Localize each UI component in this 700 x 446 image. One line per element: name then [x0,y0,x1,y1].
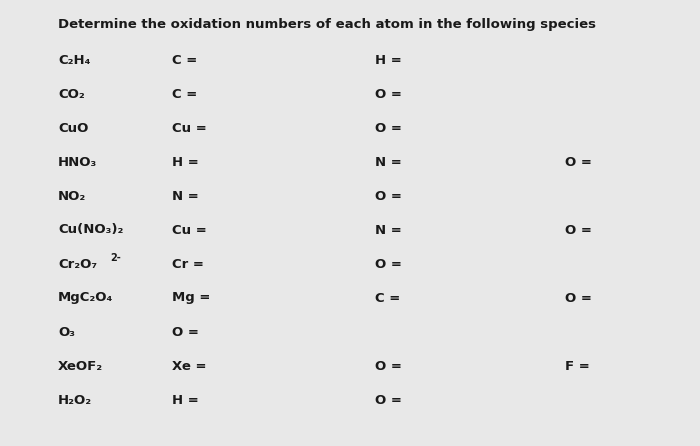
Text: HNO₃: HNO₃ [58,156,97,169]
Text: XeOF₂: XeOF₂ [58,359,103,372]
Text: O =: O = [375,121,402,135]
Text: F =: F = [565,359,589,372]
Text: Cu(NO₃)₂: Cu(NO₃)₂ [58,223,123,236]
Text: CuO: CuO [58,121,88,135]
Text: H =: H = [172,393,199,406]
Text: O =: O = [565,156,592,169]
Text: 2-: 2- [110,253,120,263]
Text: Determine the oxidation numbers of each atom in the following species: Determine the oxidation numbers of each … [58,18,596,31]
Text: O =: O = [565,223,592,236]
Text: O =: O = [375,359,402,372]
Text: O =: O = [375,393,402,406]
Text: N =: N = [375,223,402,236]
Text: O =: O = [375,87,402,100]
Text: H =: H = [172,156,199,169]
Text: C =: C = [375,292,400,305]
Text: NO₂: NO₂ [58,190,86,202]
Text: O =: O = [375,190,402,202]
Text: O₃: O₃ [58,326,75,339]
Text: Mg =: Mg = [172,292,211,305]
Text: Cu =: Cu = [172,121,206,135]
Text: C =: C = [172,87,197,100]
Text: Cr₂O₇: Cr₂O₇ [58,257,97,271]
Text: C =: C = [172,54,197,66]
Text: H₂O₂: H₂O₂ [58,393,92,406]
Text: CO₂: CO₂ [58,87,85,100]
Text: Cu =: Cu = [172,223,206,236]
Text: Xe =: Xe = [172,359,206,372]
Text: MgC₂O₄: MgC₂O₄ [58,292,113,305]
Text: O =: O = [172,326,199,339]
Text: O =: O = [375,257,402,271]
Text: Cr =: Cr = [172,257,204,271]
Text: H =: H = [375,54,402,66]
Text: C₂H₄: C₂H₄ [58,54,90,66]
Text: O =: O = [565,292,592,305]
Text: N =: N = [172,190,199,202]
Text: N =: N = [375,156,402,169]
